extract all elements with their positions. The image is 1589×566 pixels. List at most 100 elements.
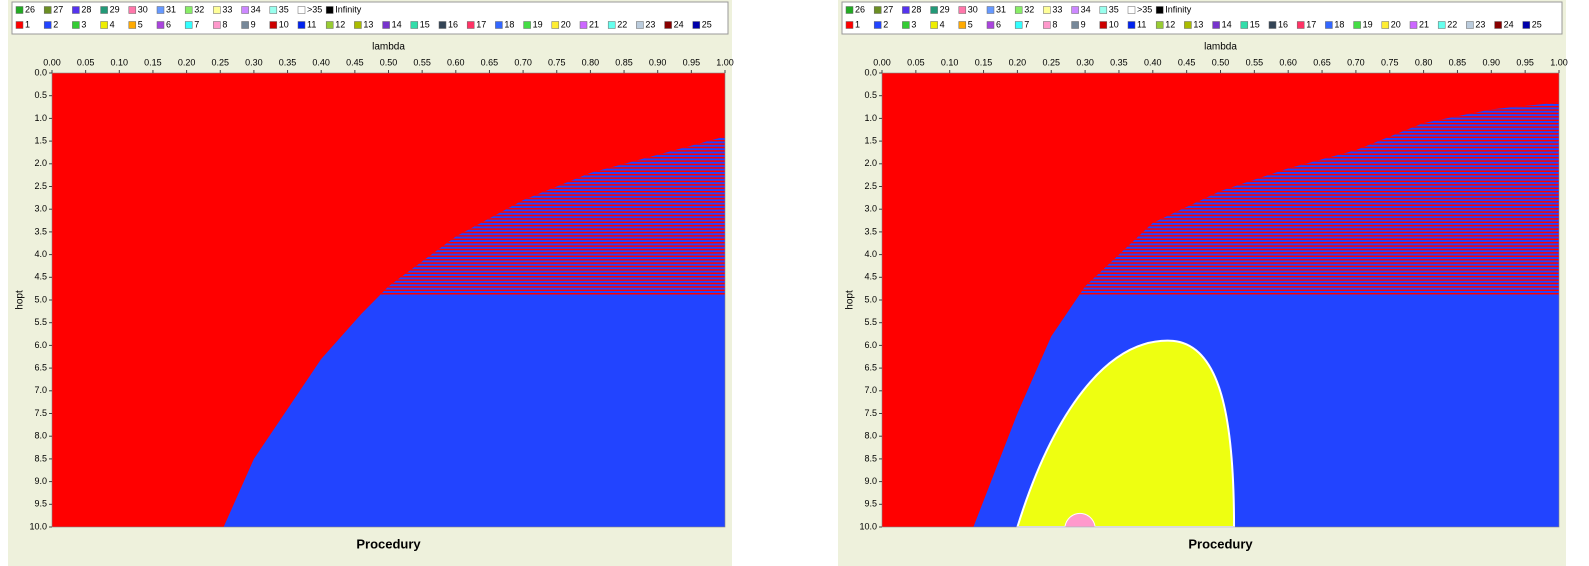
y-tick-label: 4.0: [864, 249, 877, 259]
x-tick-label: 0.25: [1042, 57, 1060, 67]
legend-label: 12: [1165, 19, 1175, 29]
legend-swatch: [241, 21, 249, 29]
legend-label: 20: [1391, 19, 1401, 29]
stripe: [973, 269, 1559, 271]
x-axis-label: lambda: [372, 42, 405, 53]
legend-swatch: [213, 6, 221, 14]
y-tick-label: 4.0: [34, 249, 47, 259]
legend-swatch: [1325, 21, 1333, 29]
legend-label: 4: [940, 19, 945, 29]
legend-label: 12: [335, 19, 345, 29]
legend-swatch: [986, 21, 995, 29]
legend-label: 11: [307, 19, 316, 29]
stripe: [973, 218, 1559, 220]
legend-label: 14: [1222, 19, 1232, 29]
stripe: [223, 238, 725, 241]
y-tick-label: 7.0: [864, 385, 877, 395]
x-tick-label: 0.15: [975, 57, 993, 67]
legend-label: >35: [1137, 4, 1152, 14]
legend-label: 34: [1081, 4, 1091, 14]
legend-label: Infinity: [335, 4, 362, 14]
stripe: [223, 282, 725, 285]
region-2: [223, 136, 726, 527]
legend-label: 5: [968, 19, 973, 29]
legend-swatch: [1127, 21, 1136, 29]
legend-swatch: [958, 21, 967, 29]
x-tick-label: 0.20: [1009, 57, 1027, 67]
y-tick-label: 1.0: [864, 113, 877, 123]
legend-swatch: [1381, 21, 1390, 29]
legend-swatch: [156, 21, 165, 29]
legend-swatch: [1014, 21, 1023, 29]
legend-label: >35: [307, 4, 322, 14]
legend-label: 33: [222, 4, 232, 14]
legend-label: 24: [1504, 19, 1514, 29]
stripe: [973, 187, 1559, 190]
y-tick-label: 2.5: [864, 181, 877, 191]
legend-label: 13: [363, 19, 373, 29]
y-tick-label: 6.0: [864, 340, 877, 350]
stripe: [223, 269, 725, 271]
legend-swatch: [902, 21, 910, 29]
x-tick-label: 0.60: [447, 57, 465, 67]
legend-swatch: [845, 21, 854, 29]
legend-label: 18: [504, 19, 514, 29]
legend-swatch: [1296, 21, 1305, 29]
x-tick-label: 0.45: [1178, 57, 1196, 67]
legend-swatch: [1184, 21, 1192, 29]
legend-label: 3: [911, 19, 916, 29]
y-tick-label: 7.0: [34, 385, 47, 395]
legend-label: 7: [1024, 19, 1029, 29]
legend-swatch: [1268, 21, 1277, 29]
stripe: [223, 279, 725, 281]
legend-swatch: [1071, 21, 1079, 29]
x-tick-label: 0.30: [1076, 57, 1094, 67]
legend-swatch: [72, 21, 80, 29]
x-tick-label: 0.95: [683, 57, 701, 67]
y-tick-label: 9.5: [34, 499, 47, 509]
x-tick-label: 0.35: [279, 57, 297, 67]
x-tick-label: 0.60: [1279, 57, 1297, 67]
x-tick-label: 0.35: [1110, 57, 1128, 67]
legend-swatch: [902, 6, 910, 14]
legend-swatch: [241, 6, 249, 14]
y-tick-label: 7.5: [864, 408, 877, 418]
y-tick-label: 3.5: [34, 226, 47, 236]
legend-swatch: [579, 21, 588, 29]
y-tick-label: 4.5: [864, 272, 877, 282]
legend-swatch: [551, 21, 560, 29]
legend-swatch: [873, 6, 882, 14]
legend-label: 26: [25, 4, 35, 14]
legend-label: 9: [1081, 19, 1086, 29]
legend-swatch: [184, 21, 193, 29]
legend-swatch: [15, 21, 24, 29]
legend-swatch: [495, 21, 503, 29]
legend-swatch: [986, 6, 995, 14]
legend-swatch: [873, 21, 882, 29]
legend-swatch: [43, 6, 52, 14]
legend-swatch: [636, 21, 644, 29]
legend-swatch: [43, 21, 52, 29]
legend-label: 16: [448, 19, 458, 29]
stripe: [973, 292, 1559, 295]
stripe: [973, 184, 1559, 186]
x-tick-label: 0.95: [1516, 57, 1534, 67]
stripe: [223, 228, 725, 230]
legend-swatch: [1043, 21, 1051, 29]
legend-swatch: [1240, 21, 1249, 29]
legend-label: 35: [1109, 4, 1119, 14]
legend-label: 17: [476, 19, 486, 29]
stripe: [973, 190, 1559, 193]
legend-label: 4: [110, 19, 115, 29]
legend-label: 35: [279, 4, 289, 14]
legend-label: 8: [1052, 19, 1057, 29]
legend-label: 28: [81, 4, 91, 14]
legend-label: 15: [420, 19, 430, 29]
y-tick-label: 8.5: [34, 453, 47, 463]
x-tick-label: 0.75: [1381, 57, 1399, 67]
legend-label: 20: [561, 19, 571, 29]
legend-swatch: [269, 6, 278, 14]
